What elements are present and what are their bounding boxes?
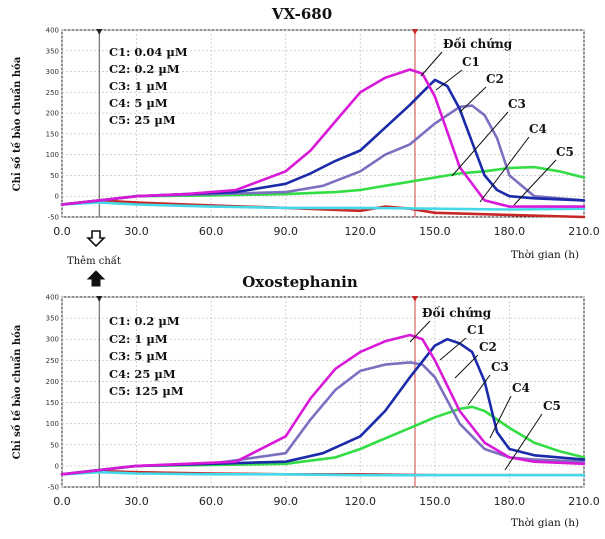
y-tick-label: 250: [46, 89, 59, 97]
y-tick-label: 100: [46, 151, 59, 159]
y-tick-label: 350: [46, 47, 59, 55]
annotation-leader: [489, 395, 512, 439]
x-tick-label: 0.0: [53, 495, 71, 508]
x-tick-label: 60.0: [199, 225, 224, 238]
annotation-leader: [454, 354, 479, 379]
x-tick-label: 60.0: [199, 495, 224, 508]
legend-entry: C2: 0.2 µM: [109, 62, 180, 76]
legend-entry: C3: 1 µM: [109, 79, 168, 93]
annotation-label: C5: [543, 399, 561, 413]
series-line--i-ch-ng: [60, 68, 586, 208]
x-axis-label: Thời gian (h): [511, 517, 579, 529]
y-tick-label: 0: [55, 193, 59, 201]
plot-area: [61, 296, 585, 488]
x-tick-label: 0.0: [53, 225, 71, 238]
annotation-leader: [513, 159, 557, 206]
y-axis-label: Chỉ số tế bào chuẩn hóa: [11, 324, 23, 459]
legend-entry: C1: 0.2 µM: [109, 314, 180, 328]
y-tick-label: 200: [46, 110, 59, 118]
annotation-leader: [504, 413, 543, 471]
marker-triangle-icon: [411, 296, 418, 302]
chart-oxostephanin: Oxostephanin 400 350 300 250 200 150 100 50 0 -50…: [11, 273, 600, 529]
y-tick-label: 50: [50, 172, 59, 180]
x-tick-label: 180.0: [494, 495, 526, 508]
x-tick-label: 30.0: [124, 225, 149, 238]
y-tick-label: 50: [50, 441, 59, 449]
legend-entry: C1: 0.04 µM: [109, 45, 188, 59]
y-tick-label: 350: [46, 315, 59, 323]
x-tick-label: 30.0: [124, 495, 149, 508]
annotation-leader: [467, 374, 491, 406]
y-tick-label: -50: [48, 214, 59, 222]
y-tick-label: 200: [46, 378, 59, 386]
annotation-label: C4: [529, 122, 547, 136]
legend-entry: C2: 1 µM: [109, 332, 168, 346]
x-tick-label: 150.0: [419, 495, 451, 508]
y-tick-label: 0: [55, 462, 59, 470]
chart-vx680: VX-680 400 350 300 250 200 150 100 50 0 -50 0.0 30…: [11, 5, 600, 261]
x-tick-label: 180.0: [494, 225, 526, 238]
annotation-leader: [451, 111, 509, 177]
annotation-label: C2: [479, 340, 497, 354]
legend-entry: C5: 25 µM: [109, 113, 176, 127]
annotation-label: C1: [467, 323, 485, 337]
x-tick-label: 90.0: [273, 495, 298, 508]
annotation-label: C4: [512, 381, 530, 395]
annotation-label: Đối chứng: [422, 305, 492, 320]
annotation-label: C3: [508, 97, 526, 111]
compound-added-label: Thêm chất: [67, 256, 121, 267]
legend-entry: C5: 125 µM: [109, 384, 184, 398]
series-line-c4: [60, 201, 586, 211]
y-tick-label: 400: [46, 294, 59, 302]
x-tick-label: 210.0: [568, 495, 600, 508]
annotation-label: C3: [491, 360, 509, 374]
annotation-label: C5: [556, 145, 574, 159]
arrow-up-icon: [86, 270, 106, 287]
annotation-leader: [420, 51, 443, 77]
annotation-leader: [439, 337, 467, 361]
annotation-leader: [479, 136, 530, 203]
chart-title: Oxostephanin: [242, 273, 358, 291]
x-tick-label: 120.0: [345, 225, 377, 238]
y-tick-label: 250: [46, 357, 59, 365]
compound-added-marker: Thêm chất: [67, 230, 121, 287]
y-tick-label: -50: [48, 484, 59, 492]
annotation-leader: [435, 69, 463, 91]
x-tick-label: 90.0: [273, 225, 298, 238]
y-axis-label: Chỉ số tế bào chuẩn hóa: [11, 56, 23, 191]
annotation-leader: [409, 320, 431, 343]
arrow-down-icon: [86, 230, 106, 248]
x-axis-label: Thời gian (h): [511, 249, 579, 261]
y-tick-label: 300: [46, 68, 59, 76]
marker-triangle-icon: [411, 29, 418, 35]
annotation-label: C2: [486, 72, 504, 86]
legend-entry: C4: 5 µM: [109, 96, 168, 110]
y-tick-label: 150: [46, 399, 59, 407]
marker-triangle-icon: [96, 29, 103, 35]
x-tick-label: 150.0: [419, 225, 451, 238]
series-line-c5: [60, 199, 586, 219]
x-tick-label: 120.0: [345, 495, 377, 508]
y-tick-label: 400: [46, 27, 59, 35]
marker-triangle-icon: [96, 296, 103, 302]
annotation-label: Đối chứng: [443, 36, 513, 51]
x-tick-label: 210.0: [568, 225, 600, 238]
chart-title: VX-680: [271, 5, 332, 23]
y-tick-label: 300: [46, 336, 59, 344]
annotation-label: C1: [462, 55, 480, 69]
y-tick-label: 150: [46, 130, 59, 138]
series-line-c4: [60, 470, 586, 477]
series-line--i-ch-ng: [60, 333, 586, 476]
legend-entry: C4: 25 µM: [109, 367, 176, 381]
legend-entry: C3: 5 µM: [109, 349, 168, 363]
annotation-leader: [459, 86, 487, 113]
y-tick-label: 100: [46, 420, 59, 428]
